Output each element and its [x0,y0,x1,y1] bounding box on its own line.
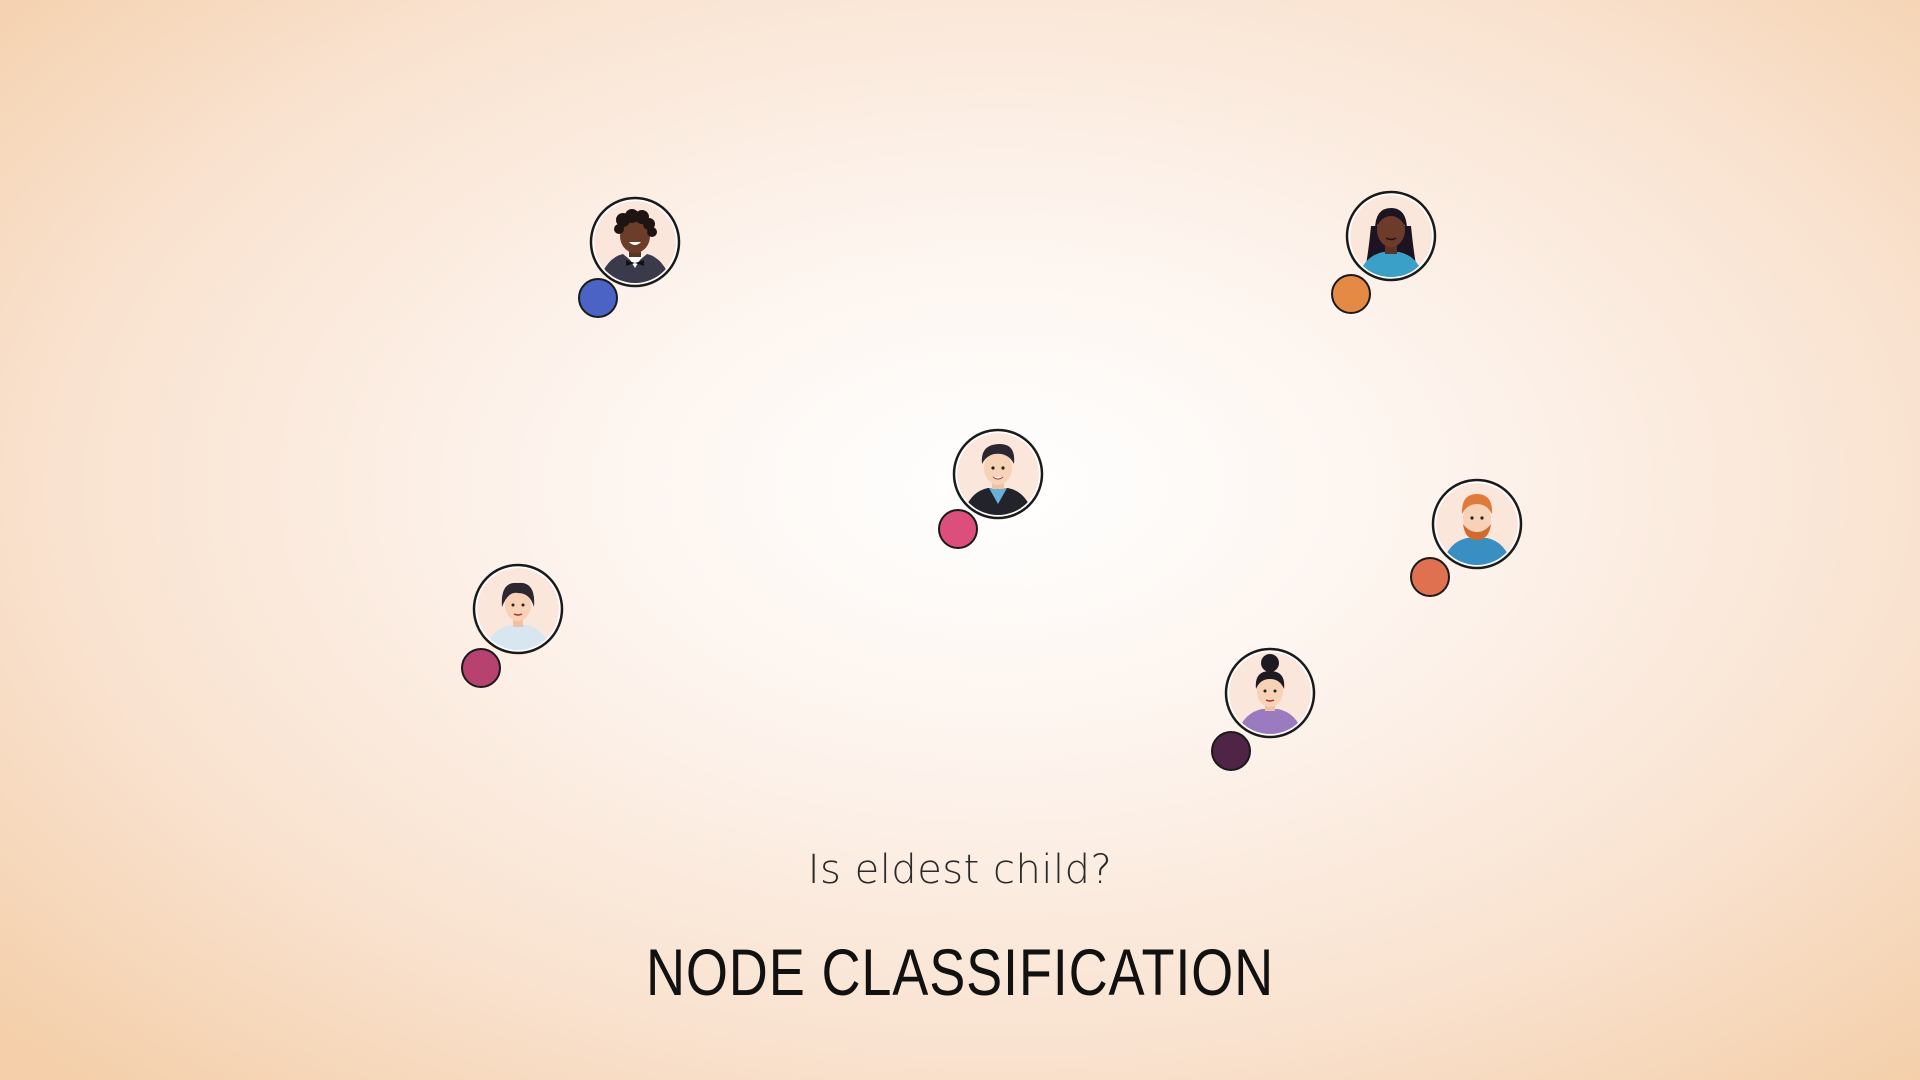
node-label-dot [1211,731,1251,771]
man-curly-hair-bowtie-icon [594,201,676,283]
graph-node[interactable] [1431,478,1523,570]
graph-node[interactable] [1345,190,1437,282]
graph-node[interactable] [589,196,681,288]
graph-node[interactable] [952,428,1044,520]
graph-node[interactable] [1224,647,1316,739]
subtitle: Is eldest child? [807,847,1113,893]
node-label-dot [1331,274,1371,314]
graph-node[interactable] [472,563,564,655]
woman-short-hair-icon [477,568,559,650]
node-label-dot [578,278,618,318]
node-label-dot [461,648,501,688]
node-label-dot [1410,557,1450,597]
page-title: NODE CLASSIFICATION [645,935,1275,1009]
woman-long-dark-hair-icon [1350,195,1432,277]
node-label-dot [938,509,978,549]
